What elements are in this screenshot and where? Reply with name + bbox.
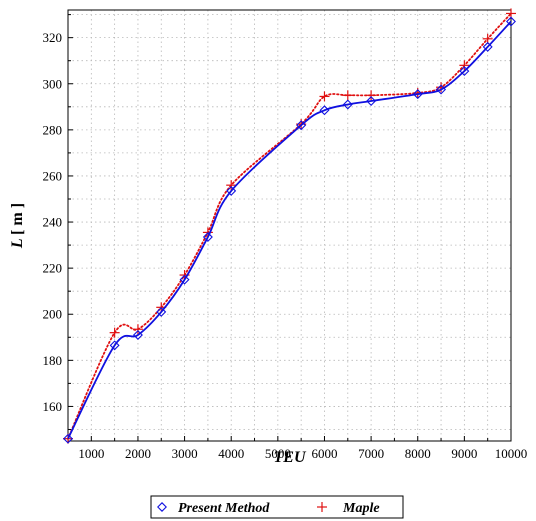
x-tick-label: 10000: [495, 446, 528, 461]
legend-label: Present Method: [178, 501, 270, 516]
data-point-diamond: [202, 232, 213, 243]
data-point-plus: [109, 327, 120, 338]
x-tick-label: 2000: [125, 446, 151, 461]
data-point-diamond: [342, 99, 353, 110]
legend: Present Method Maple: [150, 495, 404, 519]
x-tick-label: 4000: [218, 446, 244, 461]
legend-item-present-method: Present Method: [157, 501, 270, 516]
data-point-diamond: [156, 306, 167, 317]
data-point-diamond: [179, 274, 190, 285]
data-point-diamond: [482, 41, 493, 52]
series-line: [67, 12, 512, 440]
data-point-diamond: [109, 340, 120, 351]
x-tick-label: 1000: [78, 446, 104, 461]
x-tick-label: 8000: [405, 446, 431, 461]
y-tick-label: 200: [43, 307, 63, 322]
data-point-diamond: [366, 96, 377, 107]
data-point-diamond: [296, 120, 307, 131]
data-point-diamond: [459, 66, 470, 77]
series-maple: [63, 8, 516, 444]
y-tick-label: 160: [43, 399, 63, 414]
y-tick-label: 180: [43, 353, 63, 368]
y-tick-label: 260: [43, 168, 63, 183]
x-tick-label: 7000: [358, 446, 384, 461]
legend-item-maple: Maple: [317, 501, 380, 516]
data-point-diamond: [157, 502, 167, 512]
y-tick-label: 300: [43, 76, 63, 91]
data-point-plus: [132, 324, 143, 335]
data-point-plus: [226, 180, 237, 191]
legend-label: Maple: [342, 501, 380, 516]
y-axis-title-unit: [ m ]: [9, 203, 26, 235]
data-point-diamond: [506, 16, 516, 27]
data-point-plus: [459, 60, 470, 71]
series-present-method: [63, 16, 516, 444]
axis-ticks: 1000 2000 3000 4000 5000 6000 7000 8000 9000 1000…: [43, 14, 528, 461]
x-tick-label: 3000: [172, 446, 198, 461]
plot-frame: [67, 9, 512, 442]
data-point-diamond: [63, 433, 73, 444]
x-tick-label: 9000: [451, 446, 477, 461]
y-tick-label: 280: [43, 122, 63, 137]
y-tick-label: 220: [43, 261, 63, 276]
legend-box: [150, 495, 404, 519]
x-tick-label: 5000: [265, 446, 291, 461]
data-point-plus: [319, 91, 330, 102]
data-point-plus: [317, 502, 327, 512]
y-axis-title: L [ m ]: [9, 203, 26, 249]
data-point-diamond: [412, 89, 423, 100]
data-point-diamond: [319, 105, 330, 116]
grid: [68, 10, 511, 441]
x-axis-title: TEU: [274, 449, 307, 466]
data-point-plus: [366, 90, 377, 101]
data-point-diamond: [226, 185, 237, 196]
data-point-diamond: [436, 84, 447, 95]
series-line: [67, 20, 512, 440]
y-axis-title-symbol: L: [9, 238, 26, 249]
x-tick-label: 6000: [311, 446, 337, 461]
y-tick-label: 320: [43, 30, 63, 45]
series-layer: [63, 8, 516, 444]
data-point-plus: [342, 90, 353, 101]
svg-text:L [ m ]: L [ m ]: [9, 203, 26, 249]
y-tick-label: 240: [43, 215, 63, 230]
data-point-diamond: [132, 330, 143, 340]
